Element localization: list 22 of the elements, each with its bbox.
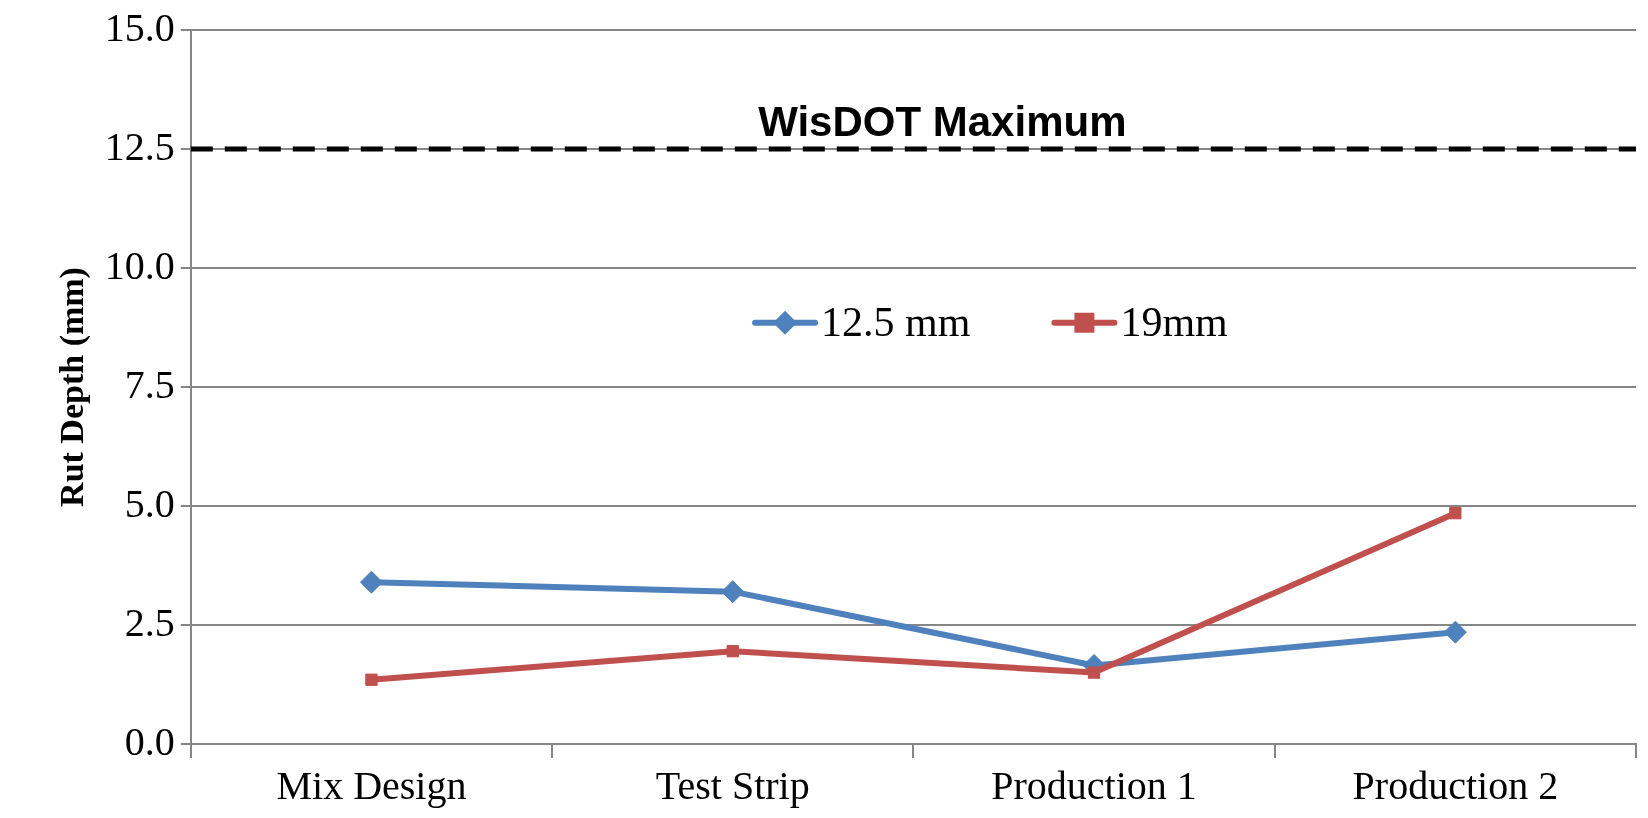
y-tick-label: 12.5 (104, 123, 175, 169)
point (726, 645, 739, 658)
y-tick-label: 7.5 (124, 361, 175, 407)
legend-label: 19mm (1120, 298, 1229, 345)
y-tick-label: 2.5 (124, 599, 175, 645)
point (1087, 666, 1101, 679)
ref-line-label: WisDOT Maximum (758, 97, 1127, 145)
x-tick-label: Production 2 (1352, 762, 1559, 808)
point (359, 570, 383, 594)
y-tick-label: 0.0 (124, 718, 175, 764)
point (1449, 506, 1462, 520)
y-axis-title: Rut Depth (mm) (53, 267, 92, 507)
x-tick-label: Production 1 (991, 762, 1197, 808)
y-tick-label: 15.0 (104, 4, 175, 50)
y-tick-label: 10.0 (104, 242, 175, 288)
legend-label: 12.5 mm (821, 298, 971, 345)
y-tick-label: 5.0 (124, 480, 175, 526)
point (365, 673, 378, 686)
point (1443, 620, 1467, 644)
x-tick-label: Mix Design (276, 762, 467, 808)
x-tick-label: Test Strip (655, 762, 810, 808)
point (721, 580, 745, 604)
